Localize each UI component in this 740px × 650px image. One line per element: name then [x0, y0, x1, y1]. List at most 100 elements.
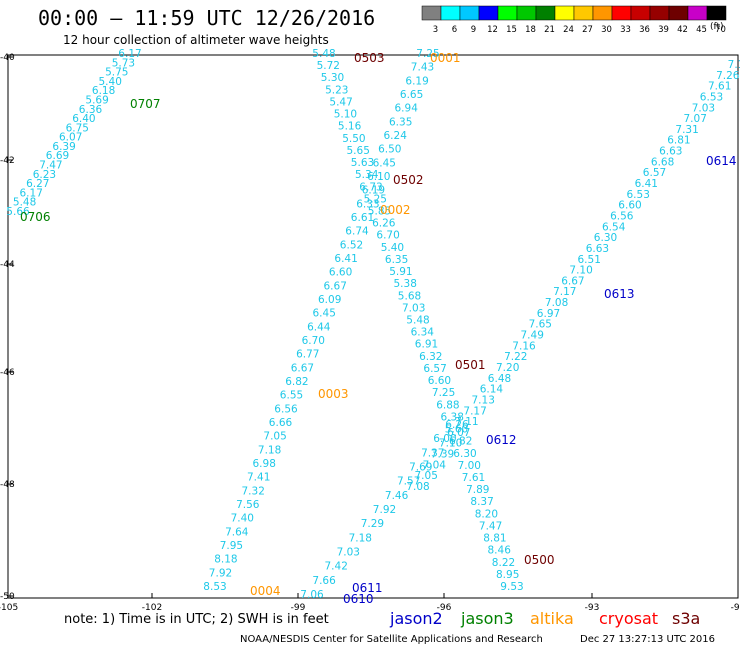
scale-tick-label: 33: [620, 25, 631, 35]
scale-tick-label: 3: [433, 25, 438, 35]
swh-value-label: 6.50: [378, 144, 401, 156]
swh-value-label: 7.08: [545, 297, 568, 309]
swh-value-label: 5.72: [317, 60, 340, 72]
swh-value-label: 7.07: [684, 113, 707, 125]
color-scale-bar: 3 6 9 12 15 18 21 24 27 30 33 36 39 42 45 70: [421, 5, 727, 35]
swh-value-label: 6.36: [79, 104, 103, 116]
swh-value-label: 6.07: [447, 427, 470, 439]
swh-value-label: 5.48: [406, 315, 429, 327]
swh-value-label: 7.49: [521, 330, 544, 342]
scale-tick-label: 70: [715, 25, 726, 35]
swh-value-label: 6.40: [72, 113, 95, 125]
map-frame: [7, 54, 739, 599]
swh-value-label: 7.13: [472, 394, 495, 406]
pass-id-label: 0501: [455, 358, 486, 372]
page-title: 00:00 – 11:59 UTC 12/26/2016: [38, 6, 376, 30]
swh-value-label: 5.10: [334, 109, 357, 121]
swh-value-label: 6.97: [537, 308, 560, 320]
scale-tick-label: 42: [677, 25, 688, 35]
swh-value-label: 7.03: [692, 102, 715, 114]
scale-tick-label: 9: [471, 25, 476, 35]
latitude-label: -50: [0, 592, 15, 602]
swh-value-label: 7.42: [325, 561, 348, 573]
swh-value-label: 5.65: [347, 145, 370, 157]
pass-id-label: 0500: [524, 553, 555, 567]
credit-line: NOAA/NESDIS Center for Satellite Applica…: [240, 634, 543, 645]
swh-value-label: 6.68: [651, 156, 674, 168]
color-scale-unit: (ft): [710, 22, 724, 32]
legend-item-altika: altika: [530, 609, 574, 628]
swh-value-label: 7.65: [529, 319, 552, 331]
swh-value-label: 6.17: [20, 187, 43, 199]
swh-value-label: 7.05: [263, 431, 286, 443]
swh-value-label: 6.45: [313, 308, 336, 320]
longitude-label: -99: [291, 603, 306, 613]
page-subtitle: 12 hour collection of altimeter wave hei…: [63, 33, 329, 47]
swh-value-label: 5.60: [445, 424, 468, 436]
swh-value-label: 6.75: [66, 122, 89, 134]
swh-value-label: 8.95: [496, 569, 519, 581]
swh-value-label: 6.70: [302, 335, 325, 347]
swh-value-label: 6.57: [423, 363, 446, 375]
swh-value-label: 7.64: [225, 526, 249, 538]
swh-value-label: 6.48: [488, 373, 511, 385]
swh-value-label: 7.32: [242, 485, 265, 497]
pass-id-label: 0706: [20, 210, 51, 224]
swh-value-label: 5.30: [321, 72, 344, 84]
latitude-label: -40: [0, 53, 15, 63]
swh-value-label: 6.73: [359, 181, 382, 193]
legend-item-cryosat: cryosat: [599, 609, 659, 628]
swh-value-label: 6.24: [384, 130, 408, 142]
swh-value-label: 7.11: [455, 416, 478, 428]
swh-value-label: 5.73: [112, 57, 135, 69]
swh-value-label: 5.40: [99, 76, 122, 88]
scale-tick-label: 36: [639, 25, 650, 35]
pass-id-label: 0613: [604, 287, 635, 301]
swh-value-label: 5.40: [381, 242, 404, 254]
swh-value-label: 6.53: [700, 92, 723, 104]
pass-id-label: 0707: [130, 97, 161, 111]
swh-value-label: 5.25: [364, 193, 387, 205]
swh-value-label: 7.29: [361, 518, 384, 530]
swh-value-label: 6.09: [318, 294, 341, 306]
pass-id-label: 0003: [318, 387, 349, 401]
swh-value-label: 6.41: [635, 178, 658, 190]
pass-id-label: 0002: [380, 203, 411, 217]
swh-value-label: 7.10: [439, 438, 462, 450]
swh-value-label: 6.82: [285, 376, 308, 388]
scale-tick-label: 12: [487, 25, 498, 35]
scale-tick-label: 39: [658, 25, 669, 35]
swh-value-label: 7.61: [708, 81, 731, 93]
swh-value-label: 7.25: [432, 387, 455, 399]
swh-value-label: 6.60: [618, 200, 641, 212]
swh-value-label: 6.45: [373, 157, 396, 169]
swh-value-label: 5.48: [312, 48, 335, 60]
swh-value-label: 7.37: [421, 447, 444, 459]
swh-value-label: 5.47: [329, 97, 352, 109]
swh-value-label: 6.19: [405, 75, 428, 87]
swh-value-label: 7.92: [373, 504, 396, 516]
scale-tick-label: 21: [544, 25, 555, 35]
swh-value-label: 7.61: [462, 472, 485, 484]
swh-value-label: 6.94: [395, 103, 419, 115]
swh-value-label: 6.57: [643, 167, 666, 179]
swh-value-label: 6.41: [334, 253, 357, 265]
pass-id-label: 0503: [354, 51, 385, 65]
latitude-label: -46: [0, 368, 15, 378]
swh-value-label: 6.10: [367, 171, 390, 183]
swh-value-label: 6.56: [610, 211, 634, 223]
swh-value-label: 6.66: [269, 417, 293, 429]
longitude-label: -102: [142, 603, 162, 613]
swh-value-label: 6.63: [659, 146, 682, 158]
swh-value-label: 7.20: [496, 362, 519, 374]
scale-tick-label: 45: [696, 25, 707, 35]
swh-value-label: 7.22: [504, 351, 527, 363]
scale-tick-label: 30: [601, 25, 612, 35]
swh-value-label: 6.27: [26, 178, 49, 190]
pass-id-label: 0004: [250, 584, 281, 598]
swh-value-label: 7.41: [247, 472, 270, 484]
swh-value-label: 7.16: [512, 340, 536, 352]
scale-tick-label: 24: [563, 25, 574, 35]
swh-value-label: 6.70: [376, 230, 399, 242]
